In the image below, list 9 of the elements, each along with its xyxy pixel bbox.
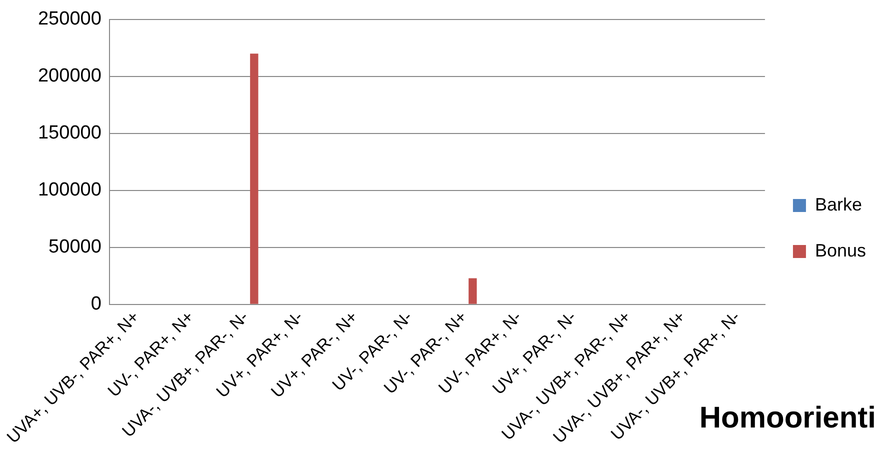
y-tick-label: 200000 <box>38 66 102 87</box>
legend-label: Bonus <box>814 240 866 260</box>
y-tick-label: 250000 <box>38 8 102 30</box>
legend-label: Barke <box>814 194 862 214</box>
text: Homoorienti <box>699 401 876 434</box>
y-tick-label: 0 <box>90 294 102 315</box>
y-tick-label: 50000 <box>48 236 102 258</box>
y-tick-label: 150000 <box>38 122 102 144</box>
y-tick-label: 100000 <box>38 180 102 201</box>
